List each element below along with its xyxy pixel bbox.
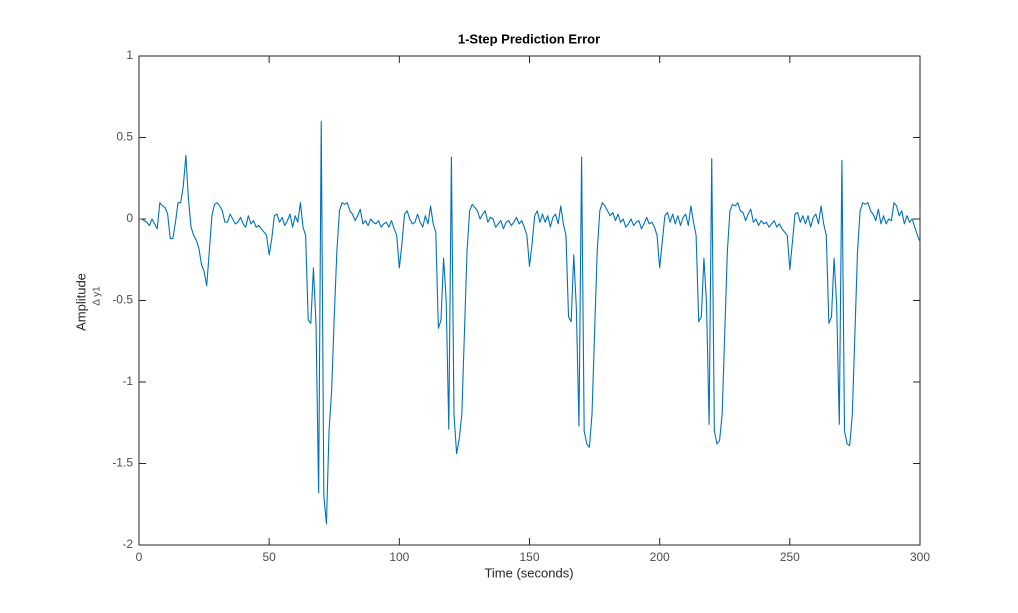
x-tick-label: 0	[136, 550, 143, 564]
y-tick-label: -0.5	[112, 293, 133, 307]
x-tick-label: 250	[780, 550, 800, 564]
y-tick-label: 0	[126, 211, 133, 225]
y-tick-label: 1	[126, 48, 133, 62]
y-tick-label: -1	[122, 374, 133, 388]
y-tick-label: -2	[122, 537, 133, 551]
y-axis-label: Amplitude	[73, 273, 88, 331]
x-tick-label: 300	[910, 550, 930, 564]
x-tick-label: 200	[650, 550, 670, 564]
chart-title: 1-Step Prediction Error	[458, 31, 600, 46]
channel-label: Δ y1	[92, 286, 103, 306]
x-axis-label: Time (seconds)	[484, 565, 573, 580]
x-tick-label: 150	[519, 550, 539, 564]
y-tick-label: -1.5	[112, 456, 133, 470]
y-tick-label: 0.5	[116, 130, 133, 144]
data-line	[139, 120, 921, 525]
x-tick-label: 100	[389, 550, 409, 564]
x-tick-label: 50	[262, 550, 276, 564]
